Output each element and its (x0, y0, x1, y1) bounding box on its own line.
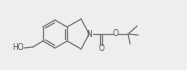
Text: N: N (86, 29, 92, 38)
Text: O: O (98, 44, 104, 53)
Text: O: O (112, 29, 118, 38)
Text: HO: HO (12, 43, 24, 52)
